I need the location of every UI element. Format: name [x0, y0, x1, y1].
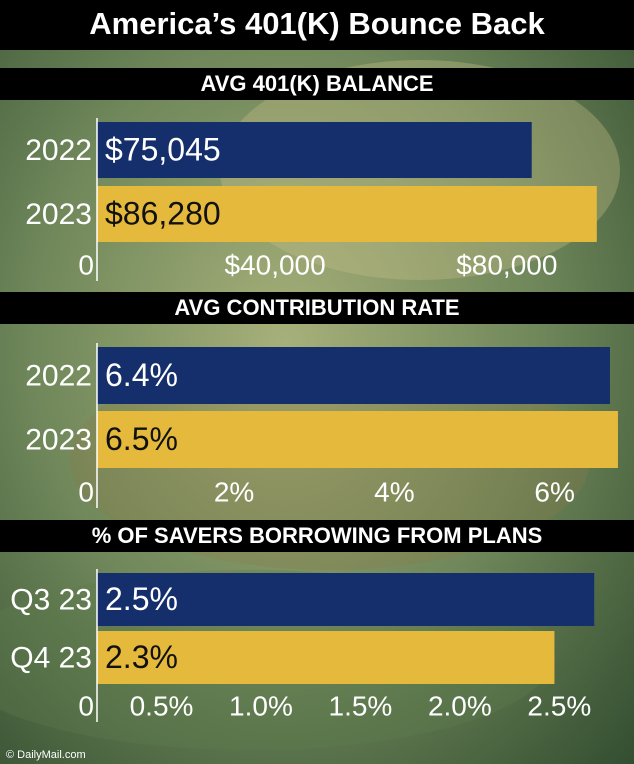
- x-tick-label: 1.5%: [329, 690, 393, 721]
- x-tick-label: 0.5%: [130, 690, 194, 721]
- section-header-bar: [0, 520, 634, 552]
- value-label: 2.5%: [105, 581, 178, 617]
- category-label: Q4 23: [10, 641, 92, 674]
- section-header-bar: [0, 68, 634, 100]
- x-tick-label: $40,000: [224, 249, 325, 280]
- category-label: Q3 23: [10, 583, 92, 616]
- category-label: 2022: [25, 359, 92, 392]
- x-tick-label: 4%: [374, 476, 414, 507]
- category-label: 2023: [25, 198, 92, 231]
- value-label: 2.3%: [105, 639, 178, 675]
- x-tick-label: 2.0%: [428, 690, 492, 721]
- page-title: America’s 401(K) Bounce Back: [89, 6, 545, 41]
- credit: © DailyMail.com: [6, 749, 86, 761]
- x-tick-label: 2.5%: [527, 690, 591, 721]
- bar: [97, 573, 595, 626]
- bar: [97, 411, 618, 468]
- value-label: $86,280: [105, 195, 221, 231]
- value-label: 6.5%: [105, 421, 178, 457]
- value-label: 6.4%: [105, 357, 178, 393]
- x-tick-label: 0: [78, 476, 94, 507]
- bar: [97, 631, 555, 684]
- x-tick-label: 6%: [534, 476, 574, 507]
- x-tick-label: 2%: [214, 476, 254, 507]
- chart-title: AVG CONTRIBUTION RATE: [174, 295, 459, 320]
- x-tick-label: 1.0%: [229, 690, 293, 721]
- chart-title: AVG 401(K) BALANCE: [200, 71, 433, 96]
- bar: [97, 347, 610, 404]
- category-label: 2022: [25, 134, 92, 167]
- value-label: $75,045: [105, 131, 221, 167]
- x-tick-label: 0: [78, 690, 94, 721]
- x-tick-label: $80,000: [456, 249, 557, 280]
- bar: [97, 186, 597, 242]
- category-label: 2023: [25, 423, 92, 456]
- x-tick-label: 0: [78, 249, 94, 280]
- title-bar: [0, 0, 634, 50]
- section-header-bar: [0, 292, 634, 324]
- chart-title: % OF SAVERS BORROWING FROM PLANS: [92, 523, 543, 548]
- bar: [97, 122, 532, 178]
